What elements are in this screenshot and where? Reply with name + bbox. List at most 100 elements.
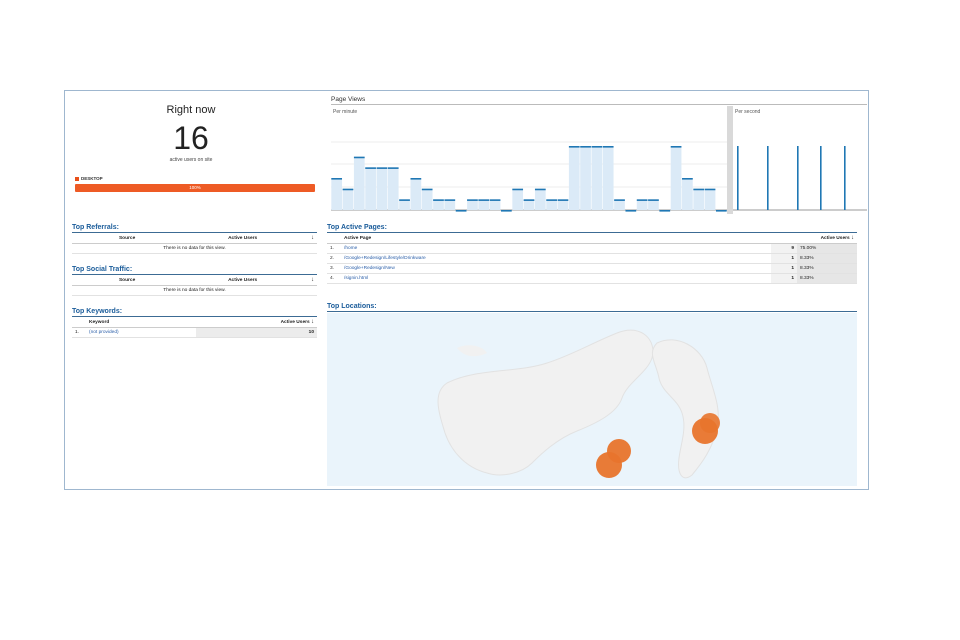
per-minute-bar-top bbox=[410, 178, 422, 180]
per-second-bar[interactable] bbox=[844, 146, 846, 210]
per-minute-bar[interactable] bbox=[602, 146, 614, 210]
right-now-title: Right now bbox=[166, 104, 216, 116]
active-users-column-header[interactable]: Active Users ↓ bbox=[195, 317, 317, 328]
per-minute-bar-top bbox=[489, 199, 501, 201]
page-link[interactable]: /home bbox=[341, 243, 771, 254]
realtime-dashboard: Right now 16 active users on site DESKTO… bbox=[64, 90, 869, 490]
keyword-column-header[interactable]: Keyword bbox=[86, 317, 196, 328]
per-minute-bar[interactable] bbox=[557, 199, 569, 210]
top-referrals-panel: Top Referrals: Source Active Users ↓ The… bbox=[72, 224, 317, 254]
top-social-title: Top Social Traffic: bbox=[72, 266, 317, 275]
per-minute-bar[interactable] bbox=[546, 199, 557, 210]
table-row[interactable]: 1. (not provided) 10 bbox=[72, 327, 317, 338]
per-minute-bar[interactable] bbox=[580, 146, 591, 210]
per-minute-bar-top bbox=[342, 188, 354, 191]
active-users-column-header[interactable]: Active Users bbox=[182, 233, 303, 244]
locations-map[interactable] bbox=[327, 313, 857, 486]
location-marker[interactable] bbox=[596, 452, 622, 478]
per-minute-bar[interactable] bbox=[421, 188, 433, 210]
per-second-bar[interactable] bbox=[797, 146, 799, 210]
right-now-widget: Right now 16 active users on site bbox=[65, 91, 317, 163]
page-link[interactable]: /signin.html bbox=[341, 273, 771, 284]
keyword-link[interactable]: (not provided) bbox=[86, 327, 196, 338]
per-minute-bar[interactable] bbox=[591, 146, 603, 210]
per-minute-bar[interactable] bbox=[614, 199, 625, 210]
sort-down-icon: ↓ bbox=[851, 235, 854, 241]
source-column-header[interactable]: Source bbox=[72, 275, 183, 286]
per-minute-bar-top bbox=[399, 199, 410, 201]
table-row[interactable]: 1. /home 9 75.00% bbox=[327, 243, 857, 254]
per-minute-bar-top bbox=[478, 199, 490, 201]
top-locations-panel: Top Locations: bbox=[327, 303, 857, 312]
world-map-icon bbox=[437, 329, 720, 479]
per-minute-bar-top bbox=[546, 199, 557, 201]
device-legend: DESKTOP bbox=[75, 176, 315, 181]
per-minute-bar[interactable] bbox=[399, 199, 410, 210]
per-minute-bar-top bbox=[534, 188, 546, 191]
per-minute-bar-top bbox=[557, 199, 569, 201]
empty-message: There is no data for this view. bbox=[72, 243, 317, 254]
per-minute-bar[interactable] bbox=[693, 188, 705, 210]
per-minute-bar-top bbox=[636, 199, 648, 201]
table-row[interactable]: 3. /Google+Redesign/New 1 8.33% bbox=[327, 263, 857, 274]
per-minute-bar[interactable] bbox=[376, 167, 388, 210]
per-minute-bar[interactable] bbox=[489, 199, 501, 210]
active-users-column-header[interactable]: Active Users ↓ bbox=[771, 233, 857, 244]
per-minute-bar-top bbox=[455, 210, 467, 212]
per-minute-bar-top bbox=[331, 178, 343, 180]
per-minute-bar[interactable] bbox=[512, 188, 524, 210]
page-link[interactable]: /Google+Redesign/New bbox=[341, 263, 771, 274]
per-minute-bar-top bbox=[353, 156, 365, 159]
per-minute-bar-top bbox=[659, 210, 671, 212]
per-minute-bar-top bbox=[421, 188, 433, 191]
per-minute-bar[interactable] bbox=[636, 199, 648, 210]
table-row[interactable]: 4. /signin.html 1 8.33% bbox=[327, 273, 857, 284]
per-minute-bar-top bbox=[614, 199, 625, 201]
per-minute-bar[interactable] bbox=[365, 167, 376, 210]
page-link[interactable]: /Google+Redesign/Lifestyle/Drinkware bbox=[341, 253, 771, 264]
per-minute-bar[interactable] bbox=[387, 167, 399, 210]
per-second-bar[interactable] bbox=[767, 146, 769, 210]
active-page-column-header[interactable]: Active Page bbox=[341, 233, 771, 244]
per-second-bar[interactable] bbox=[820, 146, 822, 210]
desktop-share-bar[interactable]: 100% bbox=[75, 184, 315, 192]
location-marker[interactable] bbox=[700, 413, 720, 433]
sort-down-icon[interactable]: ↓ bbox=[303, 275, 317, 286]
per-minute-bar[interactable] bbox=[523, 199, 535, 210]
per-minute-bar-top bbox=[682, 178, 693, 180]
per-minute-bar-top bbox=[568, 146, 580, 148]
chart-divider[interactable] bbox=[727, 106, 733, 214]
table-row[interactable]: 2. /Google+Redesign/Lifestyle/Drinkware … bbox=[327, 253, 857, 264]
per-minute-bar[interactable] bbox=[444, 199, 456, 210]
per-minute-bar-top bbox=[376, 167, 388, 169]
per-minute-bar-top bbox=[670, 146, 682, 148]
active-users-column-header[interactable]: Active Users bbox=[182, 275, 303, 286]
per-minute-bar[interactable] bbox=[331, 178, 343, 210]
per-minute-bar[interactable] bbox=[704, 188, 716, 210]
empty-message: There is no data for this view. bbox=[72, 285, 317, 296]
page-views-chart: Per minute Per second bbox=[331, 106, 867, 214]
per-minute-bar[interactable] bbox=[568, 146, 580, 210]
per-minute-bar-top bbox=[512, 188, 524, 191]
per-minute-bar[interactable] bbox=[478, 199, 490, 210]
per-minute-bar-top bbox=[625, 210, 637, 212]
per-minute-bar-top bbox=[501, 210, 512, 212]
sort-down-icon[interactable]: ↓ bbox=[303, 233, 317, 244]
source-column-header[interactable]: Source bbox=[72, 233, 183, 244]
per-minute-label: Per minute bbox=[333, 109, 357, 115]
per-minute-bar-top bbox=[387, 167, 399, 169]
per-minute-bar[interactable] bbox=[682, 178, 693, 210]
top-keywords-title: Top Keywords: bbox=[72, 308, 317, 317]
per-minute-bar[interactable] bbox=[342, 188, 354, 210]
active-users-subtitle: active users on site bbox=[169, 157, 213, 163]
per-minute-bar[interactable] bbox=[534, 188, 546, 210]
per-minute-bar[interactable] bbox=[648, 199, 659, 210]
per-minute-bar[interactable] bbox=[410, 178, 422, 210]
per-minute-bar[interactable] bbox=[353, 156, 365, 210]
desktop-swatch-icon bbox=[75, 176, 79, 181]
per-minute-bar[interactable] bbox=[670, 146, 682, 210]
per-second-bar[interactable] bbox=[737, 146, 739, 210]
per-second-label: Per second bbox=[735, 109, 761, 115]
per-minute-bar[interactable] bbox=[433, 199, 444, 210]
per-minute-bar[interactable] bbox=[467, 199, 478, 210]
